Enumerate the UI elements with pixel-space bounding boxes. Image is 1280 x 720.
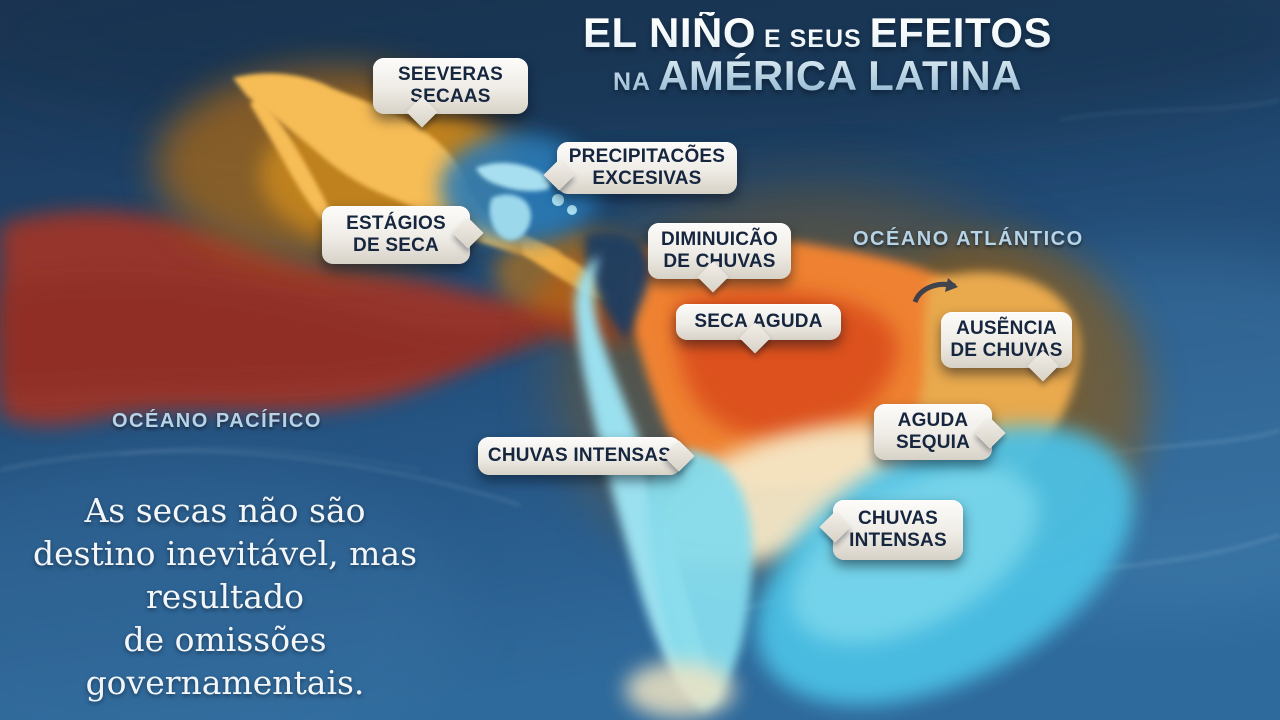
callout-estagios-de-seca: ESTÁGIOS DE SECA xyxy=(322,206,484,264)
baja-california-peninsula xyxy=(250,96,331,222)
callout-label: CHUVAS INTENSAS xyxy=(849,507,947,551)
quote-text: As secas não são destino inevitável, mas… xyxy=(32,491,418,702)
page-title: EL NIÑO E SEUS EFEITOS NA AMÉRICA LATINA xyxy=(545,12,1090,98)
patagonia-cream-tip xyxy=(625,662,735,718)
label-oceano-pacifico: OCÉANO PACÍFICO xyxy=(112,410,322,432)
title-na: NA xyxy=(612,67,659,96)
callout-seca-aguda: SECA AGUDA xyxy=(676,304,841,354)
caribbean-island-blob xyxy=(489,194,531,241)
callout-ausencia-de-chuvas: AUSẼNCIA DE CHUVAS xyxy=(941,312,1072,382)
title-efeitos: EFEITOS xyxy=(869,9,1053,56)
callout-label: AGUDA SEQUIA xyxy=(895,409,971,453)
caribbean-islet-2 xyxy=(567,205,577,215)
callout-severas-secas: SEEVERAS SECAAS xyxy=(373,58,528,128)
label-oceano-atlantico: OCÉANO ATLÁNTICO xyxy=(853,228,1084,250)
el-nino-current-core xyxy=(0,279,570,395)
callout-chuvas-intensas-oeste: CHUVAS INTENSAS xyxy=(478,437,695,475)
cuba-island xyxy=(476,162,551,192)
caribbean-islet-1 xyxy=(552,194,564,206)
title-e-seus: E SEUS xyxy=(756,25,870,53)
callout-chuvas-intensas-sudeste: CHUVAS INTENSAS xyxy=(819,500,963,560)
callout-diminuicao-de-chuvas: DIMINUICÃO DE CHUVAS xyxy=(648,223,791,293)
curved-arrow-icon xyxy=(912,278,958,304)
callout-label: PRECIPITACÕES EXCESIVAS xyxy=(568,145,726,189)
callout-aguda-sequia: AGUDA SEQUIA xyxy=(874,404,1006,460)
southern-cone-rain xyxy=(646,449,753,711)
pacific-coast-rain-strip xyxy=(575,255,720,702)
ocean-light-patch-sw xyxy=(0,460,460,720)
callout-label: CHUVAS INTENSAS xyxy=(487,444,672,466)
callout-label: SEEVERAS SECAAS xyxy=(397,63,504,107)
northwest-dark-landmass xyxy=(584,231,651,341)
callout-precipitacoes-excessivas: PRECIPITACÕES EXCESIVAS xyxy=(543,142,737,194)
callout-label: DIMINUICÃO DE CHUVAS xyxy=(660,228,779,272)
title-line-2: NA AMÉRICA LATINA xyxy=(545,55,1090,98)
title-america-latina: AMÉRICA LATINA xyxy=(658,51,1023,99)
title-line-1: EL NIÑO E SEUS EFEITOS xyxy=(545,12,1090,55)
title-el-nino: EL NIÑO xyxy=(582,9,757,56)
callout-label: SECA AGUDA xyxy=(694,310,823,332)
callout-label: ESTÁGIOS DE SECA xyxy=(346,212,446,256)
